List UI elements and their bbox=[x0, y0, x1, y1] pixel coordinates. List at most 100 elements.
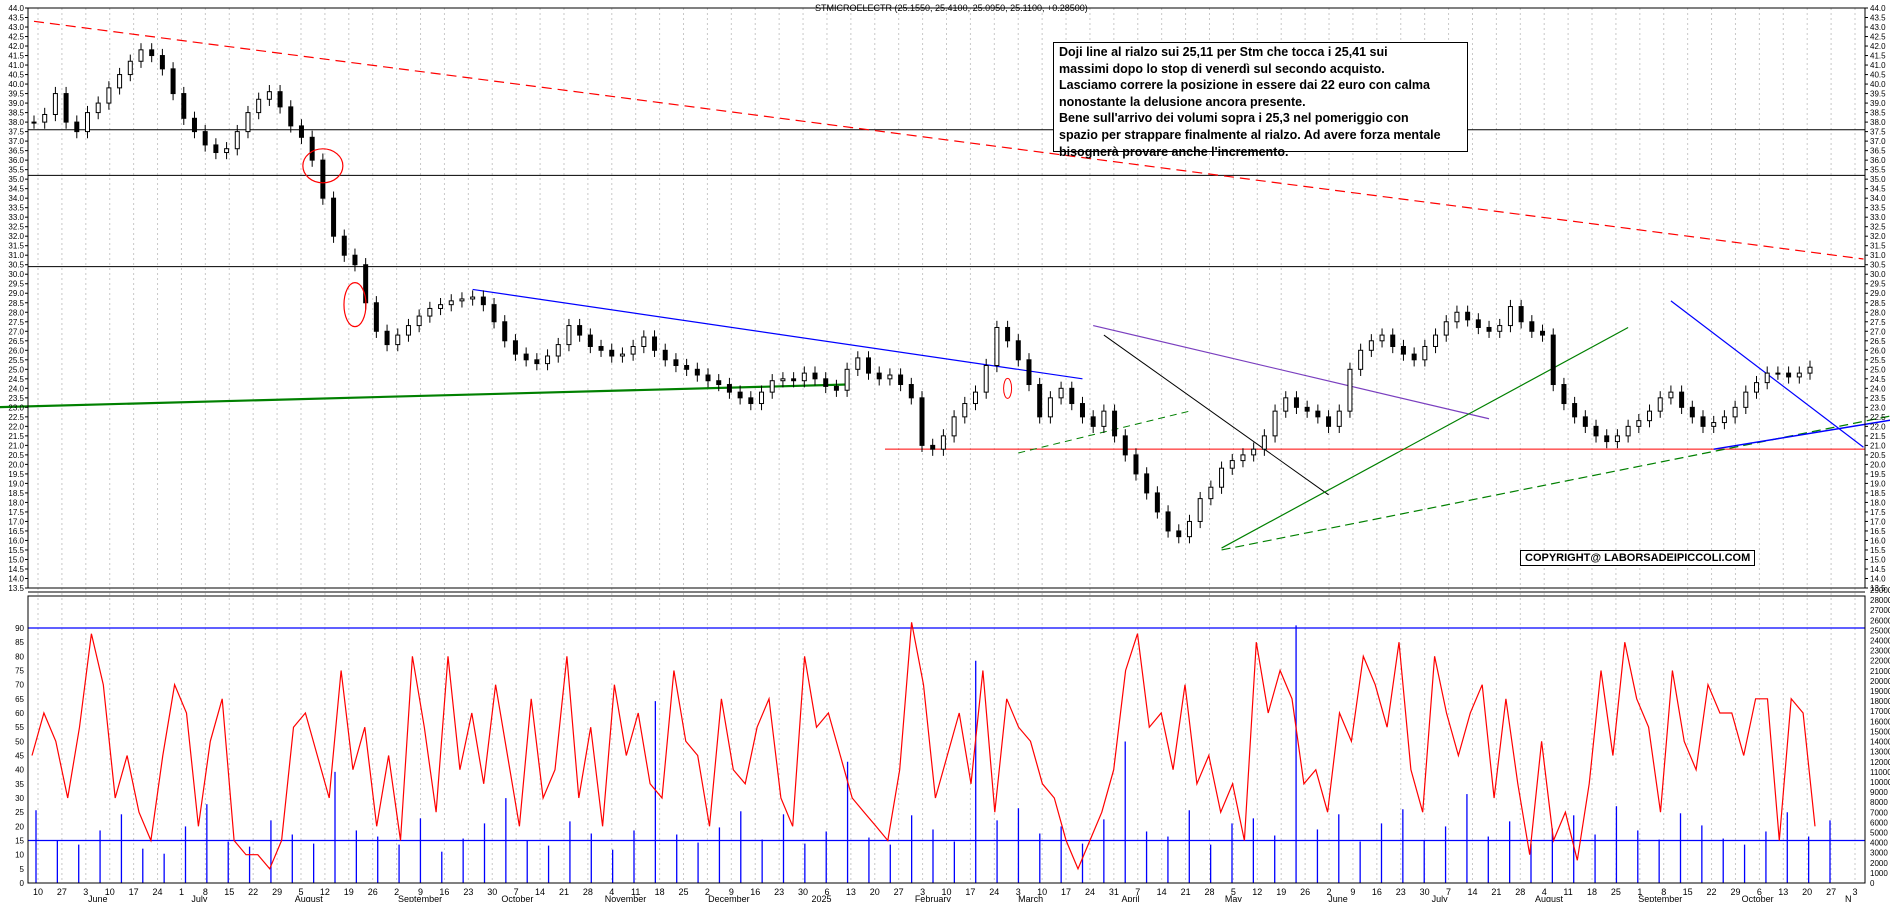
volume-tick-label: 7000 bbox=[1870, 808, 1888, 817]
candle bbox=[42, 107, 48, 129]
day-tick-label: 6 bbox=[824, 887, 829, 897]
candle-body bbox=[309, 136, 315, 161]
price-tick-label: 44.0 bbox=[8, 4, 24, 13]
price-tick-label: 38.0 bbox=[1870, 118, 1886, 127]
candle-body bbox=[352, 254, 358, 266]
price-tick-label: 37.0 bbox=[8, 137, 24, 146]
day-tick-label: 21 bbox=[559, 887, 569, 897]
candle bbox=[1304, 400, 1310, 418]
candle-body bbox=[630, 345, 636, 355]
day-tick-label: 22 bbox=[248, 887, 258, 897]
price-tick-label: 27.5 bbox=[1870, 318, 1886, 327]
oscillator-tick-label: 60 bbox=[15, 709, 24, 718]
candle bbox=[31, 115, 37, 129]
candle-body bbox=[1668, 391, 1674, 399]
candle bbox=[1058, 381, 1064, 405]
candle-body bbox=[1754, 382, 1760, 393]
price-tick-label: 41.5 bbox=[1870, 52, 1886, 61]
candle bbox=[1133, 448, 1139, 481]
candle-body bbox=[545, 355, 551, 365]
price-tick-label: 25.5 bbox=[8, 356, 24, 365]
candle-body bbox=[95, 102, 101, 114]
day-tick-label: 17 bbox=[965, 887, 975, 897]
price-tick-label: 20.0 bbox=[1870, 460, 1886, 469]
highlight-circle bbox=[1003, 377, 1013, 399]
price-tick-label: 27.0 bbox=[8, 327, 24, 336]
price-tick-label: 27.0 bbox=[1870, 327, 1886, 336]
candle-body bbox=[908, 384, 914, 399]
candle-body bbox=[1454, 311, 1460, 323]
price-tick-label: 28.0 bbox=[1870, 308, 1886, 317]
candle bbox=[127, 54, 133, 82]
day-tick-label: 5 bbox=[298, 887, 303, 897]
volume-tick-label: 29000 bbox=[1870, 586, 1890, 595]
price-tick-label: 24.0 bbox=[1870, 384, 1886, 393]
price-tick-label: 39.0 bbox=[8, 99, 24, 108]
candle-body bbox=[1572, 403, 1578, 418]
candle-body bbox=[534, 359, 540, 365]
price-tick-label: 29.0 bbox=[1870, 289, 1886, 298]
volume-tick-label: 27000 bbox=[1870, 606, 1890, 615]
price-tick-label: 26.5 bbox=[1870, 337, 1886, 346]
candle-body bbox=[1079, 403, 1085, 418]
candle bbox=[1572, 396, 1578, 424]
day-tick-label: 14 bbox=[1467, 887, 1477, 897]
candle bbox=[759, 385, 765, 411]
candle-body bbox=[1326, 416, 1332, 427]
rising-trendline bbox=[1713, 419, 1890, 450]
axes: 10 27 3 10 17 24 1 8 15 22 29 5 12 19 26 2 9 16 23 30 7 14 21 2… bbox=[8, 4, 1890, 902]
candle bbox=[1625, 419, 1631, 443]
price-tick-label: 31.0 bbox=[1870, 251, 1886, 260]
day-tick-label: 29 bbox=[272, 887, 282, 897]
candle-body bbox=[972, 391, 978, 405]
month-tick-label: February bbox=[915, 894, 952, 902]
candle-body bbox=[1186, 520, 1192, 538]
price-tick-label: 38.5 bbox=[1870, 109, 1886, 118]
price-tick-label: 31.5 bbox=[1870, 242, 1886, 251]
candle bbox=[812, 366, 818, 386]
month-tick-label: December bbox=[708, 894, 750, 902]
candle-body bbox=[106, 87, 112, 104]
candle-body bbox=[1112, 410, 1118, 437]
annotation-line: spazio per strappare finalmente al rialz… bbox=[1059, 127, 1441, 142]
candle bbox=[887, 368, 893, 386]
oscillator-tick-label: 80 bbox=[15, 652, 24, 661]
candle bbox=[191, 111, 197, 139]
oscillator-tick-label: 85 bbox=[15, 638, 24, 647]
day-tick-label: 15 bbox=[1683, 887, 1693, 897]
volume-tick-label: 23000 bbox=[1870, 647, 1890, 656]
candle-body bbox=[1786, 372, 1792, 378]
candle bbox=[234, 124, 240, 156]
candle bbox=[427, 301, 433, 323]
candle bbox=[983, 358, 989, 399]
candle-body bbox=[1283, 397, 1289, 412]
price-tick-label: 36.5 bbox=[1870, 147, 1886, 156]
candle bbox=[1668, 385, 1674, 405]
price-tick-label: 42.0 bbox=[8, 42, 24, 51]
oscillator-tick-label: 50 bbox=[15, 737, 24, 746]
price-tick-label: 18.5 bbox=[8, 489, 24, 498]
candle bbox=[202, 124, 208, 152]
candle-body bbox=[652, 336, 658, 351]
volume-tick-label: 22000 bbox=[1870, 657, 1890, 666]
candle-body bbox=[1721, 416, 1727, 424]
annotation-line: massimi dopo lo stop di venerdì sul seco… bbox=[1059, 61, 1385, 76]
day-tick-label: 14 bbox=[535, 887, 545, 897]
price-tick-label: 37.5 bbox=[8, 128, 24, 137]
candle-body bbox=[887, 374, 893, 380]
day-tick-label: 14 bbox=[1157, 887, 1167, 897]
price-tick-label: 43.5 bbox=[8, 14, 24, 23]
candle bbox=[459, 292, 465, 308]
candle bbox=[1529, 315, 1535, 338]
price-pane-frame bbox=[27, 7, 1866, 589]
candle bbox=[962, 396, 968, 424]
candle bbox=[1240, 448, 1246, 468]
candle-body bbox=[1122, 435, 1128, 456]
price-tick-label: 15.5 bbox=[1870, 546, 1886, 555]
day-tick-label: 27 bbox=[1826, 887, 1836, 897]
day-tick-label: 1 bbox=[179, 887, 184, 897]
volume-series bbox=[35, 625, 1831, 883]
price-tick-label: 37.5 bbox=[1870, 128, 1886, 137]
candle bbox=[1507, 299, 1513, 333]
candle-body bbox=[1422, 345, 1428, 361]
